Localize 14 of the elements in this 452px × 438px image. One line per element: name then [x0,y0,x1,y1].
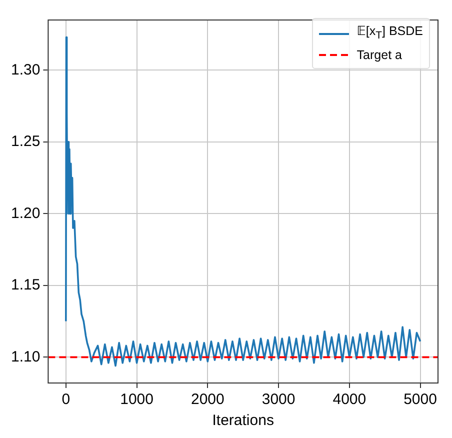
x-tick-label: 2000 [190,391,224,408]
x-tick-label: 0 [62,391,70,408]
x-tick-label: 5000 [404,391,437,408]
y-tick-label: 1.10 [10,348,40,366]
x-tick-label: 3000 [262,391,296,408]
x-tick-label: 4000 [332,391,366,408]
y-tick-label: 1.15 [10,276,40,294]
legend-label: Target a [356,46,402,64]
y-tick-label: 1.25 [10,133,40,150]
x-axis-title: Iterations [212,412,274,430]
legend-label: 𝔼[x$_{T}$] BSDE [356,23,423,44]
x-tick-label: 1000 [120,391,154,408]
y-tick-label: 1.30 [10,61,40,78]
y-tick-label: 1.20 [10,204,40,222]
